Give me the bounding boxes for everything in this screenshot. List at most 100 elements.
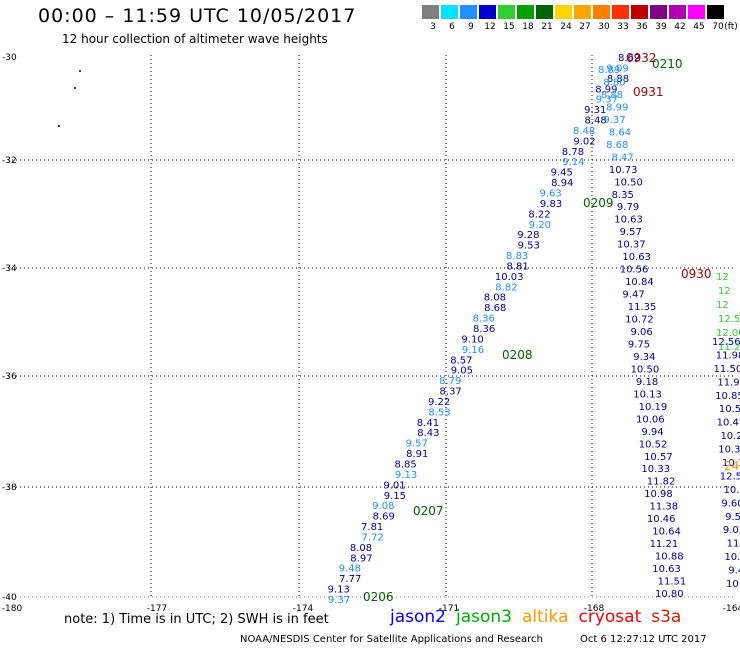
x-tick-label: -164	[723, 604, 740, 614]
scale-label: 18	[522, 22, 534, 32]
swh-value-label: 9.14	[562, 157, 584, 168]
scale-label: 30	[598, 22, 610, 32]
swh-value-label: 9.22	[428, 397, 450, 408]
swh-value-label: 12	[718, 286, 731, 297]
swh-value-label: 8.91	[406, 449, 428, 460]
swh-value-label: 11.13	[727, 539, 740, 550]
swh-value-label: 8.99	[606, 102, 628, 113]
swh-value-label: 9.20	[529, 220, 551, 231]
swh-value-label: 9.79	[617, 202, 639, 213]
swh-value-label: 7.81	[361, 522, 383, 533]
swh-value-label: 8.68	[606, 140, 628, 151]
swh-value-label: 8.99	[595, 84, 617, 95]
scale-swatch	[574, 5, 592, 19]
swh-value-label: 9.09	[606, 63, 628, 74]
swh-value-label: 8.53	[428, 407, 450, 418]
scale-swatch	[669, 5, 687, 19]
swh-value-label: 10.56	[620, 265, 649, 276]
y-tick-label: -34	[2, 264, 17, 274]
swh-value-label: 10.19	[639, 402, 668, 413]
swh-value-label: 8.08	[350, 543, 372, 554]
legend-item-s3a: s3a	[651, 607, 682, 627]
swh-value-label: 11.50	[714, 364, 740, 375]
swh-value-label: 10.57	[644, 452, 673, 463]
swh-value-label: 9.08	[372, 501, 394, 512]
swh-value-label: 8.68	[484, 303, 506, 314]
swh-value-label: 11.93	[717, 377, 740, 388]
scale-swatch	[555, 5, 573, 19]
swh-value-label: 10.64	[652, 527, 681, 538]
x-tick-label: -177	[147, 604, 167, 614]
swh-value-label: 7.72	[361, 532, 383, 543]
scale-swatch	[688, 5, 706, 19]
credit-timestamp: Oct 6 12:27:12 UTC 2017	[580, 634, 707, 645]
swh-value-label: 10.63	[622, 252, 651, 263]
swh-value-label: 9.37	[596, 95, 618, 106]
swh-value-label: 8.82	[495, 282, 517, 293]
swh-value-label: 9.05	[451, 366, 473, 377]
swh-value-label: 9.57	[406, 439, 428, 450]
footer-note: note: 1) Time is in UTC; 2) SWH is in fe…	[64, 612, 329, 627]
swh-value-label: 8.57	[450, 355, 472, 366]
swh-value-label: 9.03	[723, 525, 740, 536]
swh-value-label: 8.81	[506, 261, 528, 272]
swh-value-label: 9.01	[383, 480, 405, 491]
swh-value-label: 10.50	[631, 364, 660, 375]
island-dot	[74, 87, 76, 89]
swh-value-label: 10.03	[495, 272, 524, 283]
swh-value-label: 8.85	[395, 460, 417, 471]
swh-value-label: 12.00	[716, 328, 740, 339]
swh-value-label: 10.46	[647, 514, 676, 525]
swh-value-label: 9.16	[462, 345, 484, 356]
swh-value-label: 10.06	[636, 414, 665, 425]
x-tick-label: -168	[584, 604, 605, 614]
swh-value-label: 8.22	[528, 209, 550, 220]
credit-line: NOAA/NESDIS Center for Satellite Applica…	[240, 634, 543, 645]
swh-value-label: 8.43	[417, 428, 439, 439]
swh-value-label: 12	[716, 300, 729, 311]
swh-value-label: 10.80	[655, 589, 684, 600]
swh-value-label: 9.37	[328, 595, 350, 606]
swh-value-label: 11.98	[716, 350, 740, 361]
swh-value-label: 10.37	[617, 240, 646, 251]
swh-value-label: 12.5	[718, 314, 740, 325]
swh-value-label: 10.52	[639, 439, 668, 450]
swh-value-label: 8.94	[551, 178, 573, 189]
swh-value-label: 9.53	[518, 241, 540, 252]
swh-value-label: 8.88	[607, 74, 629, 85]
swh-value-label: 8.69	[373, 512, 395, 523]
scale-swatch	[536, 5, 554, 19]
swh-value-label: 8.79	[439, 376, 461, 387]
swh-value-label: 8.89	[598, 65, 620, 76]
swh-value-label: 10.50	[614, 177, 643, 188]
swh-value-label: 7.77	[339, 574, 361, 585]
scale-swatch	[650, 5, 668, 19]
pass-time-label: 0930	[681, 267, 712, 281]
page-subtitle: 12 hour collection of altimeter wave hei…	[62, 32, 328, 46]
swh-value-label: 8.35	[612, 190, 634, 201]
scale-label: 70	[712, 22, 724, 32]
swh-value-label: 12.52	[720, 471, 740, 482]
scale-swatch	[479, 5, 497, 19]
swh-value-label: 10.33	[641, 464, 670, 475]
y-tick-label: -36	[2, 372, 17, 382]
swh-value-label: 8.78	[562, 147, 584, 158]
scale-label: 42	[674, 22, 686, 32]
swh-value-label: 10.85	[715, 391, 740, 402]
swh-value-label: 8.97	[350, 553, 372, 564]
swh-value-label: 9.28	[517, 230, 539, 241]
swh-value-label: 9.4	[728, 566, 740, 577]
scale-label: 45	[693, 22, 705, 32]
swh-value-label: 9.34	[633, 352, 655, 363]
scale-label: 15	[503, 22, 515, 32]
y-tick-label: -32	[2, 156, 17, 166]
swh-value-label: 9.94	[641, 427, 663, 438]
scale-label: 3	[430, 22, 436, 32]
x-tick-label: -174	[293, 604, 314, 614]
pass-time-label: 0207	[413, 504, 444, 518]
swh-value-label: 11.82	[647, 477, 676, 488]
pass-time-label: 0932	[626, 51, 657, 65]
scale-swatch	[422, 5, 440, 19]
swh-value-label: 12	[716, 272, 729, 283]
